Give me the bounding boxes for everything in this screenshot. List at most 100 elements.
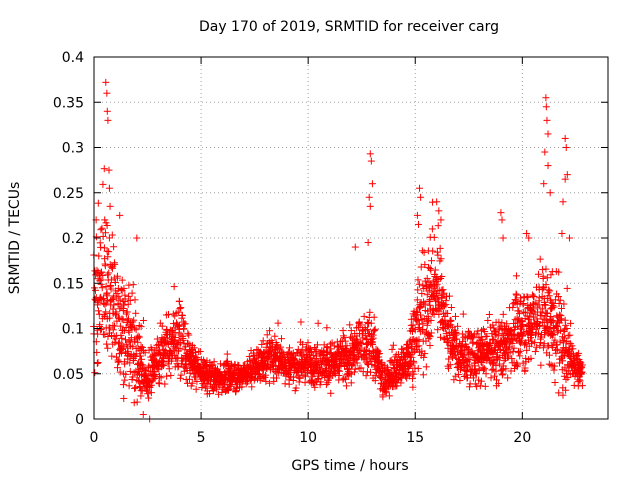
data-point xyxy=(106,202,114,210)
data-point xyxy=(170,283,178,291)
data-point xyxy=(129,281,137,289)
data-point xyxy=(92,286,100,294)
data-point xyxy=(364,368,372,376)
data-point xyxy=(107,281,115,289)
data-point xyxy=(103,89,111,97)
data-point xyxy=(119,381,127,389)
data-point xyxy=(135,333,143,341)
data-point xyxy=(562,375,570,383)
data-point xyxy=(155,346,163,354)
data-point xyxy=(279,354,287,362)
data-point xyxy=(346,321,354,329)
data-point xyxy=(185,375,193,383)
data-point xyxy=(139,316,147,324)
data-point xyxy=(158,322,166,330)
data-point xyxy=(138,355,146,363)
data-point xyxy=(169,320,177,328)
data-point xyxy=(175,297,183,305)
data-point xyxy=(112,353,120,361)
data-point xyxy=(497,209,505,217)
data-point xyxy=(530,300,538,308)
data-point xyxy=(340,334,348,342)
data-point xyxy=(103,340,111,348)
data-point xyxy=(531,348,539,356)
data-point xyxy=(225,386,233,394)
data-point xyxy=(104,253,112,261)
data-point xyxy=(426,342,434,350)
data-point xyxy=(96,321,104,329)
data-point xyxy=(244,378,252,386)
data-point xyxy=(277,343,285,351)
data-point xyxy=(165,365,173,373)
data-point xyxy=(537,361,545,369)
data-point xyxy=(419,371,427,379)
data-point xyxy=(342,382,350,390)
x-tick-label: 15 xyxy=(406,430,424,446)
data-point xyxy=(435,207,443,215)
data-point xyxy=(125,382,133,390)
data-point xyxy=(214,365,222,373)
data-point xyxy=(558,229,566,237)
data-point xyxy=(248,364,256,372)
data-point xyxy=(481,382,489,390)
data-point xyxy=(370,313,378,321)
data-point xyxy=(296,374,304,382)
data-point xyxy=(161,380,169,388)
data-point xyxy=(213,385,221,393)
data-point xyxy=(104,271,112,279)
y-tick-label: 0.15 xyxy=(53,276,84,292)
data-point xyxy=(116,322,124,330)
data-point xyxy=(536,255,544,263)
data-point xyxy=(533,343,541,351)
data-point xyxy=(389,341,397,349)
data-point xyxy=(136,352,144,360)
data-point xyxy=(96,239,104,247)
y-tick-label: 0.1 xyxy=(62,322,84,338)
data-point xyxy=(322,380,330,388)
data-point xyxy=(561,134,569,142)
data-point xyxy=(266,379,274,387)
data-point xyxy=(132,309,140,317)
data-point xyxy=(266,327,274,335)
data-point xyxy=(115,292,123,300)
data-point xyxy=(416,184,424,192)
data-point xyxy=(347,327,355,335)
data-point xyxy=(180,367,188,375)
x-tick-label: 10 xyxy=(299,430,317,446)
data-point xyxy=(426,264,434,272)
data-point xyxy=(129,373,137,381)
data-point xyxy=(116,211,124,219)
data-point xyxy=(248,383,256,391)
data-point xyxy=(541,148,549,156)
data-point xyxy=(306,345,314,353)
data-point xyxy=(430,233,438,241)
data-point xyxy=(179,318,187,326)
data-point xyxy=(166,347,174,355)
data-point xyxy=(105,234,113,242)
data-point xyxy=(259,337,267,345)
data-point xyxy=(185,331,193,339)
data-point xyxy=(418,247,426,255)
data-point xyxy=(224,358,232,366)
data-point xyxy=(196,347,204,355)
x-tick-label: 0 xyxy=(90,430,99,446)
data-point xyxy=(428,225,436,233)
data-point xyxy=(186,369,194,377)
data-point xyxy=(123,308,131,316)
data-point xyxy=(544,162,552,170)
data-point xyxy=(105,184,113,192)
data-point xyxy=(434,251,442,259)
data-point xyxy=(559,198,567,206)
data-point xyxy=(126,296,134,304)
data-point xyxy=(137,392,145,400)
data-point xyxy=(545,360,553,368)
data-point xyxy=(103,107,111,115)
data-point xyxy=(108,295,116,303)
data-point xyxy=(104,332,112,340)
chart-title: Day 170 of 2019, SRMTID for receiver car… xyxy=(199,19,499,35)
data-point xyxy=(304,339,312,347)
data-point xyxy=(562,144,570,151)
data-point xyxy=(135,377,143,385)
data-point xyxy=(459,310,467,318)
data-point xyxy=(176,344,184,352)
